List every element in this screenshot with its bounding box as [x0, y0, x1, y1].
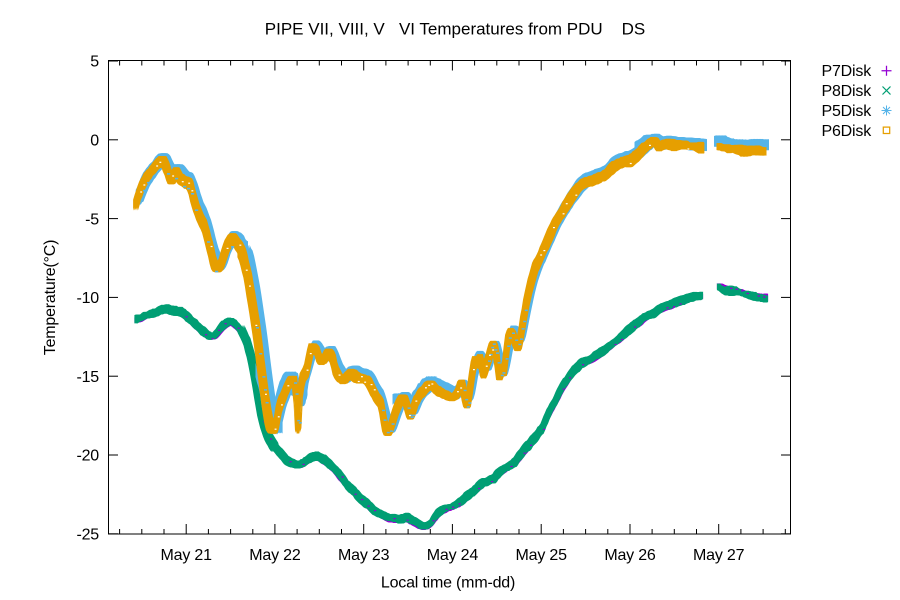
svg-text:P6Disk: P6Disk — [822, 123, 873, 140]
svg-text:5: 5 — [90, 54, 99, 71]
svg-text:PIPE VII, VIII, V VI Tempera: PIPE VII, VIII, V VI Temperatures from P… — [265, 20, 645, 39]
svg-text:May 23: May 23 — [338, 547, 390, 564]
svg-text:0: 0 — [90, 133, 99, 150]
svg-text:Local time (mm-dd): Local time (mm-dd) — [381, 575, 515, 592]
svg-text:-10: -10 — [76, 290, 99, 307]
svg-text:P7Disk: P7Disk — [822, 63, 873, 80]
svg-text:May 26: May 26 — [604, 547, 656, 564]
svg-text:May 21: May 21 — [161, 547, 213, 564]
svg-text:-5: -5 — [85, 211, 99, 228]
svg-text:P5Disk: P5Disk — [822, 103, 873, 120]
svg-text:-15: -15 — [76, 369, 99, 386]
svg-text:May 25: May 25 — [516, 547, 568, 564]
svg-text:P8Disk: P8Disk — [822, 83, 873, 100]
svg-text:Temperature(°C): Temperature(°C) — [42, 240, 59, 355]
svg-text:May 27: May 27 — [693, 547, 745, 564]
svg-text:May 24: May 24 — [427, 547, 479, 564]
svg-text:May 22: May 22 — [249, 547, 301, 564]
svg-text:-25: -25 — [76, 527, 99, 544]
svg-text:-20: -20 — [76, 448, 99, 465]
